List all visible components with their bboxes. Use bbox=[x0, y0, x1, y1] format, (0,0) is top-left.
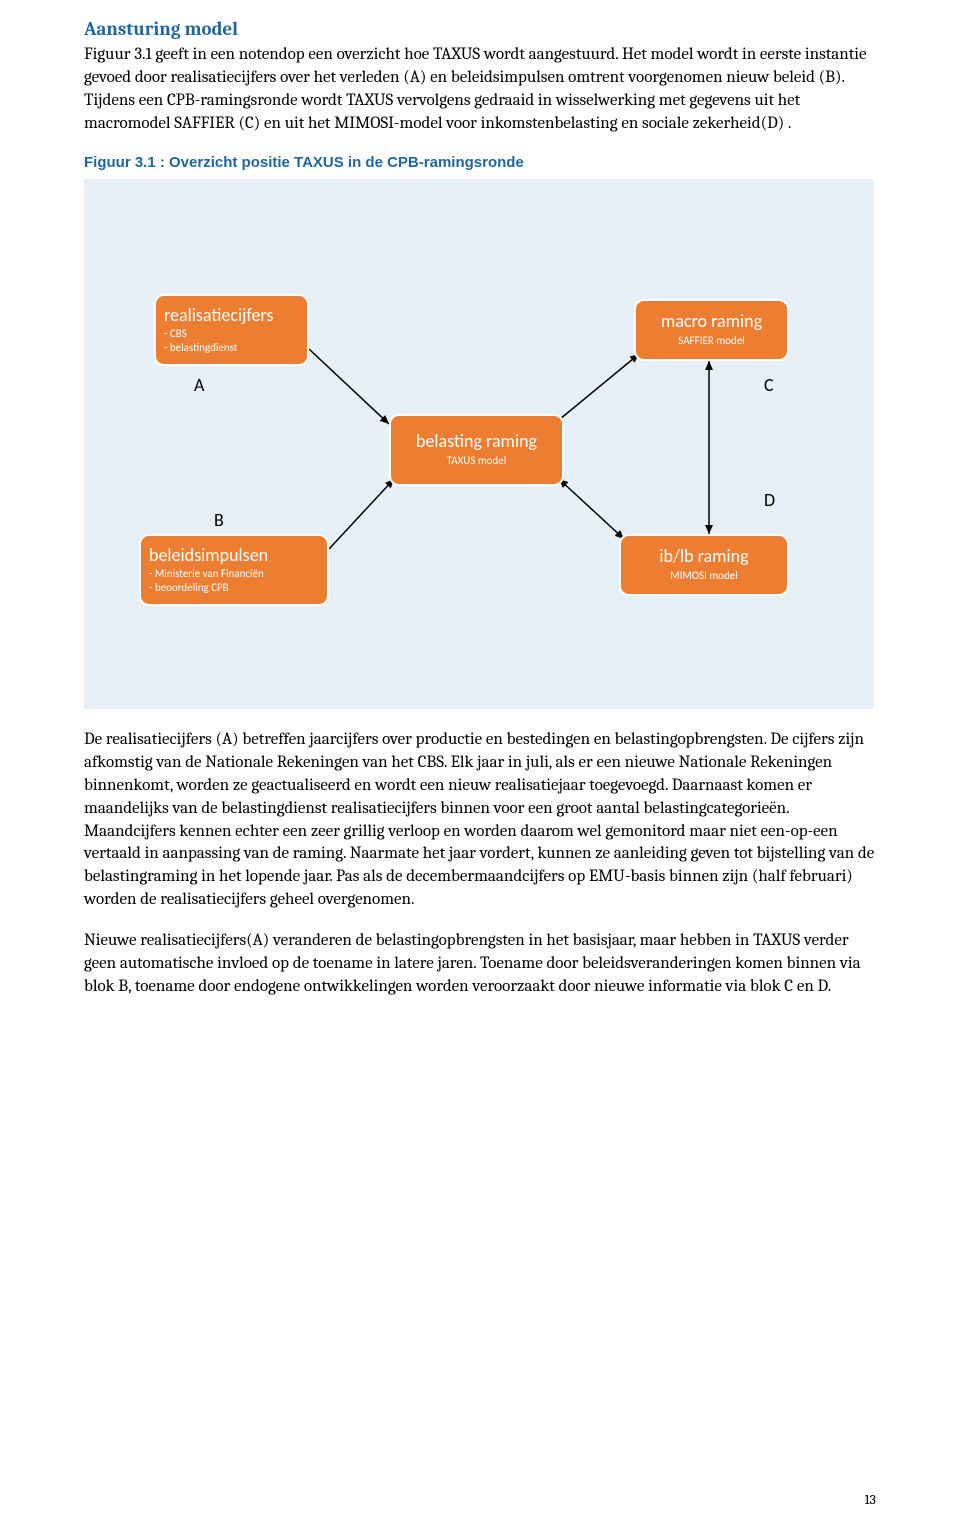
node-sub: - CBS bbox=[164, 327, 187, 340]
figure-diagram: realisatiecijfers - CBS - belastingdiens… bbox=[84, 179, 874, 709]
label-d: D bbox=[764, 489, 775, 511]
node-sub: MIMOSI model bbox=[629, 569, 779, 582]
paragraph-3: Nieuwe realisatiecijfers(A) veranderen d… bbox=[84, 930, 876, 999]
node-title: macro raming bbox=[644, 312, 779, 332]
intro-paragraph: Figuur 3.1 geeft in een notendop een ove… bbox=[84, 44, 876, 136]
node-sub: - Ministerie van Financiën bbox=[149, 567, 264, 580]
section-heading: Aansturing model bbox=[84, 18, 876, 40]
node-belastingraming-taxus: belasting raming TAXUS model bbox=[389, 414, 564, 486]
node-iblbraming-mimosi: ib/lb raming MIMOSI model bbox=[619, 534, 789, 596]
node-title: ib/lb raming bbox=[629, 547, 779, 567]
figure-caption: Figuur 3.1 : Overzicht positie TAXUS in … bbox=[84, 154, 876, 171]
node-sub: - beoordeling CPB bbox=[149, 581, 229, 594]
paragraph-2: De realisatiecijfers (A) betreffen jaarc… bbox=[84, 729, 876, 913]
label-b: B bbox=[214, 509, 224, 531]
label-a: A bbox=[194, 374, 204, 396]
page: Aansturing model Figuur 3.1 geeft in een… bbox=[0, 0, 960, 1526]
node-sub: - belastingdienst bbox=[164, 341, 237, 354]
node-beleidsimpulsen: beleidsimpulsen - Ministerie van Financi… bbox=[139, 534, 329, 606]
label-c: C bbox=[764, 374, 774, 396]
page-number: 13 bbox=[864, 1491, 876, 1508]
node-sub: SAFFIER model bbox=[644, 334, 779, 347]
node-macroraming-saffier: macro raming SAFFIER model bbox=[634, 299, 789, 361]
node-sub: TAXUS model bbox=[399, 454, 554, 467]
node-title: belasting raming bbox=[399, 432, 554, 452]
node-title: beleidsimpulsen bbox=[149, 546, 268, 566]
node-title: realisatiecijfers bbox=[164, 306, 273, 326]
node-realisatiecijfers: realisatiecijfers - CBS - belastingdiens… bbox=[154, 294, 309, 366]
